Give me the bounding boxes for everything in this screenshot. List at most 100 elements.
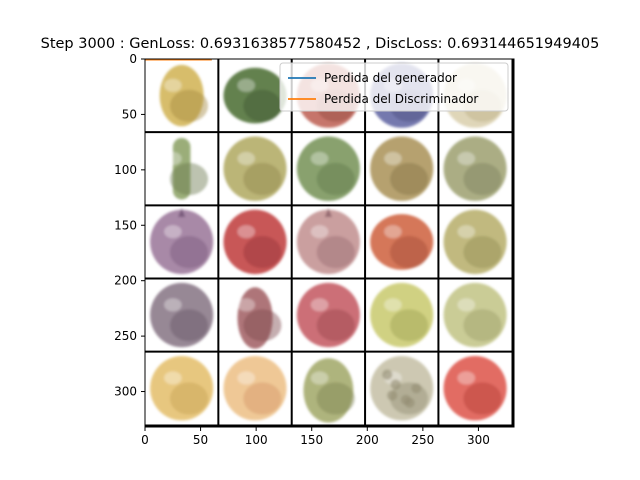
fruit-shape — [303, 358, 355, 423]
fruit-highlight — [164, 78, 182, 92]
fruit-shade — [463, 309, 502, 342]
fruit-highlight — [164, 371, 182, 385]
sample-tile — [145, 59, 219, 133]
fruit-highlight — [457, 298, 476, 312]
sample-tile — [145, 132, 219, 206]
fruit-shape — [150, 208, 214, 275]
fruit-shade — [316, 236, 355, 269]
legend-entries: Perdida del generador Perdida del Discrim… — [288, 71, 478, 106]
fruit-stem — [178, 208, 186, 218]
fruit-shape — [443, 209, 507, 275]
sample-tile — [218, 278, 292, 352]
sample-tile — [438, 351, 512, 425]
fruit-shape — [370, 282, 434, 348]
x-tick-label: 250 — [411, 433, 434, 447]
fruit-shape — [223, 136, 287, 201]
fruit-highlight — [310, 298, 329, 312]
image-grid — [145, 59, 512, 425]
fruit-shade — [243, 89, 282, 122]
fruit-shape — [150, 282, 214, 348]
sample-tile — [218, 351, 292, 425]
fruit-texture — [387, 390, 398, 401]
fruit-shape — [443, 356, 507, 421]
sample-tile — [438, 278, 512, 352]
y-tick-label: 150 — [114, 218, 137, 232]
fruit-shade — [169, 382, 209, 415]
fruit-shape — [296, 208, 360, 275]
x-tick-label: 100 — [245, 433, 268, 447]
fruit-shade — [243, 309, 282, 342]
fruit-shape — [370, 214, 434, 270]
fruit-highlight — [164, 225, 182, 239]
fruit-texture — [382, 369, 393, 380]
fruit-texture — [390, 379, 401, 390]
fruit-highlight — [384, 151, 402, 166]
fruit-highlight — [237, 298, 256, 312]
y-tick-label: 50 — [122, 107, 137, 121]
sample-tile — [365, 205, 439, 279]
fruit-highlight — [310, 371, 329, 385]
fruit-highlight — [237, 225, 256, 239]
fruit-shade — [463, 236, 502, 269]
x-tick-label: 50 — [193, 433, 208, 447]
fruit-highlight — [457, 371, 476, 385]
sample-tile — [438, 132, 512, 206]
fruit-shade — [169, 309, 209, 342]
fruit-shade — [316, 309, 355, 342]
fruit-texture — [411, 383, 422, 394]
fruit-highlight — [310, 225, 329, 239]
fruit-highlight — [310, 151, 329, 166]
sample-tile — [145, 278, 219, 352]
y-tick-label: 0 — [129, 52, 137, 66]
fruit-highlight — [237, 371, 256, 385]
plot-area — [144, 58, 515, 428]
fruit-highlight — [237, 78, 256, 92]
x-tick-label: 150 — [300, 433, 323, 447]
x-tick-label: 0 — [141, 433, 149, 447]
fruit-shape — [443, 282, 507, 348]
x-tick-label: 200 — [356, 433, 379, 447]
fruit-shape — [370, 136, 434, 201]
fruit-shape — [164, 138, 209, 200]
sample-tile — [291, 278, 366, 352]
sample-tile — [291, 205, 366, 279]
sample-tile — [365, 132, 439, 206]
y-tick-label: 200 — [114, 274, 137, 288]
fruit-highlight — [237, 151, 256, 166]
sample-tile — [291, 132, 366, 206]
chart-title: Step 3000 : GenLoss: 0.6931638577580452 … — [41, 36, 600, 52]
fruit-shape — [296, 136, 360, 201]
fruit-shape — [223, 209, 287, 275]
sample-tile — [291, 351, 366, 425]
axes-frame — [144, 58, 515, 428]
y-axis: 0 50 100 150 200 250 300 — [114, 52, 145, 399]
fruit-highlight — [457, 225, 476, 239]
fruit-shade — [243, 236, 282, 269]
fruit-shape — [237, 287, 282, 349]
sample-tile — [218, 59, 292, 133]
sample-tile — [365, 278, 439, 352]
legend-box — [279, 62, 509, 112]
x-axis: 0 50 100 150 200 250 300 — [141, 427, 490, 447]
sample-tile — [145, 351, 219, 425]
fruit-shape — [296, 282, 360, 348]
fruit-shade — [243, 382, 282, 415]
fruit-highlight — [384, 298, 402, 312]
fruit-highlight — [164, 151, 182, 166]
fruit-shade — [169, 89, 209, 122]
fruit-texture — [400, 394, 412, 406]
y-tick-label: 300 — [114, 385, 137, 399]
fruit-highlight — [384, 225, 402, 239]
fruit-shade — [463, 382, 502, 415]
fruit-shape — [223, 356, 287, 421]
sample-tile — [145, 205, 219, 279]
fruit-shape — [443, 136, 507, 201]
fruit-shade — [316, 162, 355, 196]
grid-lines — [145, 59, 515, 428]
fruit-shape — [223, 67, 287, 124]
fruit-shade — [463, 162, 502, 196]
y-tick-label: 100 — [114, 163, 137, 177]
legend-label: Perdida del Discriminador — [324, 92, 478, 106]
sample-tile — [218, 205, 292, 279]
